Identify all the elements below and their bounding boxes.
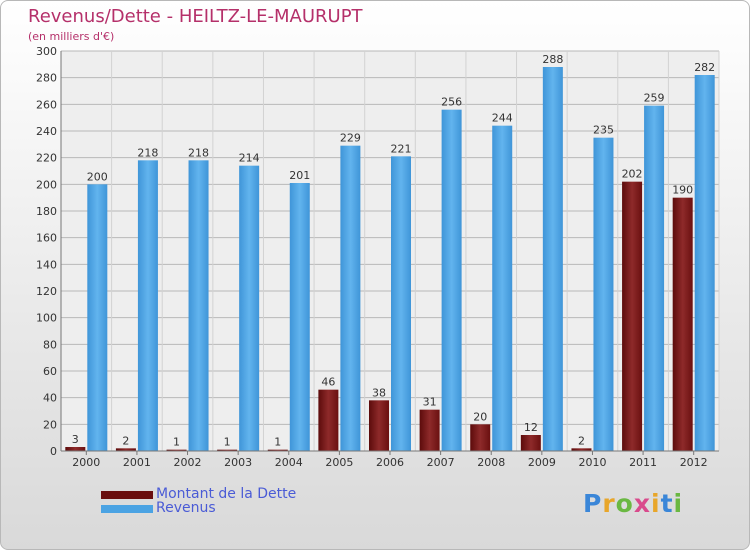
bar-revenue xyxy=(593,137,614,451)
y-tick-label: 40 xyxy=(43,392,57,405)
bar-revenue xyxy=(391,156,411,452)
x-tick-label: 2000 xyxy=(72,456,100,469)
bar-debt xyxy=(115,448,136,451)
data-label: 1 xyxy=(224,436,231,449)
data-label: 282 xyxy=(694,61,715,74)
data-label: 256 xyxy=(441,96,462,109)
y-tick-label: 60 xyxy=(43,365,57,378)
data-label: 20 xyxy=(473,410,487,423)
data-label: 2 xyxy=(122,434,129,447)
bar-debt xyxy=(65,447,86,451)
x-tick-label: 2003 xyxy=(224,456,252,469)
x-tick-label: 2012 xyxy=(680,456,708,469)
legend-label-revenue: Revenus xyxy=(156,500,216,516)
logo-letter: t xyxy=(660,489,674,518)
logo-letter: i xyxy=(651,489,661,518)
data-label: 288 xyxy=(542,53,563,66)
bar-debt xyxy=(369,400,389,451)
y-tick-label: 300 xyxy=(36,45,57,58)
data-label: 244 xyxy=(492,112,513,125)
x-tick-label: 2010 xyxy=(578,456,606,469)
bar-debt xyxy=(267,449,288,451)
y-tick-label: 120 xyxy=(36,285,57,298)
x-tick-label: 2006 xyxy=(376,456,404,469)
legend-swatch-debt xyxy=(101,491,153,499)
x-tick-label: 2001 xyxy=(123,456,151,469)
y-tick-label: 200 xyxy=(36,178,57,191)
data-label: 46 xyxy=(321,376,335,389)
data-label: 218 xyxy=(188,146,209,159)
chart-title: Revenus/Dette - HEILTZ-LE-MAURUPT xyxy=(28,6,363,27)
bar-revenue xyxy=(492,125,513,452)
bar-debt xyxy=(217,449,238,451)
logo-letter: P xyxy=(583,489,603,518)
data-label: 218 xyxy=(137,146,158,159)
data-label: 31 xyxy=(423,396,437,409)
proxiti-logo: Proxiti xyxy=(583,489,683,518)
plot-area xyxy=(61,51,719,451)
bar-debt xyxy=(318,389,339,451)
data-label: 3 xyxy=(72,433,79,446)
data-label: 202 xyxy=(622,168,643,181)
bar-revenue xyxy=(340,145,361,451)
legend-label-debt: Montant de la Dette xyxy=(156,486,297,502)
bar-revenue xyxy=(188,160,209,452)
chart-subtitle: (en milliers d'€) xyxy=(28,30,115,43)
bar-revenue xyxy=(441,109,462,452)
logo-letter: i xyxy=(673,489,684,518)
bar-revenue xyxy=(542,67,563,451)
bar-debt xyxy=(622,181,643,451)
logo-letter: x xyxy=(633,489,651,518)
x-tick-label: 2004 xyxy=(275,456,303,469)
data-label: 38 xyxy=(372,386,386,399)
y-tick-label: 0 xyxy=(50,445,57,458)
data-label: 12 xyxy=(524,421,538,434)
y-tick-label: 280 xyxy=(36,72,57,85)
data-label: 1 xyxy=(173,436,180,449)
y-tick-label: 20 xyxy=(43,418,57,431)
x-tick-label: 2007 xyxy=(427,456,455,469)
logo-letter: o xyxy=(615,489,634,518)
y-tick-label: 80 xyxy=(43,338,57,351)
legend-swatch-revenue xyxy=(101,505,153,513)
y-tick-label: 140 xyxy=(36,258,57,271)
data-label: 190 xyxy=(672,184,693,197)
x-tick-label: 2008 xyxy=(477,456,505,469)
y-tick-label: 240 xyxy=(36,125,57,138)
data-label: 200 xyxy=(87,170,108,183)
data-label: 221 xyxy=(391,142,412,155)
data-label: 229 xyxy=(340,132,361,145)
y-tick-label: 220 xyxy=(36,152,57,165)
logo-letter: r xyxy=(602,489,616,518)
data-label: 259 xyxy=(644,92,665,105)
data-label: 235 xyxy=(593,124,614,137)
data-label: 201 xyxy=(289,169,310,182)
bar-debt xyxy=(166,449,187,451)
x-tick-label: 2009 xyxy=(528,456,556,469)
y-tick-label: 260 xyxy=(36,98,57,111)
bar-revenue xyxy=(289,183,310,451)
bar-revenue xyxy=(239,165,260,451)
bar-revenue xyxy=(87,184,108,452)
x-tick-label: 2002 xyxy=(174,456,202,469)
data-label: 2 xyxy=(578,434,585,447)
bar-revenue xyxy=(694,75,715,451)
y-tick-label: 160 xyxy=(36,232,57,245)
bar-revenue xyxy=(644,105,665,452)
data-label: 214 xyxy=(239,152,260,165)
bar-debt xyxy=(419,409,440,451)
x-tick-label: 2005 xyxy=(325,456,353,469)
bar-debt xyxy=(571,448,592,451)
bar-debt xyxy=(520,435,541,451)
data-label: 1 xyxy=(274,436,281,449)
bar-debt xyxy=(470,424,491,451)
y-tick-label: 100 xyxy=(36,312,57,325)
x-tick-label: 2011 xyxy=(629,456,657,469)
y-tick-label: 180 xyxy=(36,205,57,218)
bar-debt xyxy=(672,197,693,451)
bar-revenue xyxy=(137,160,158,452)
